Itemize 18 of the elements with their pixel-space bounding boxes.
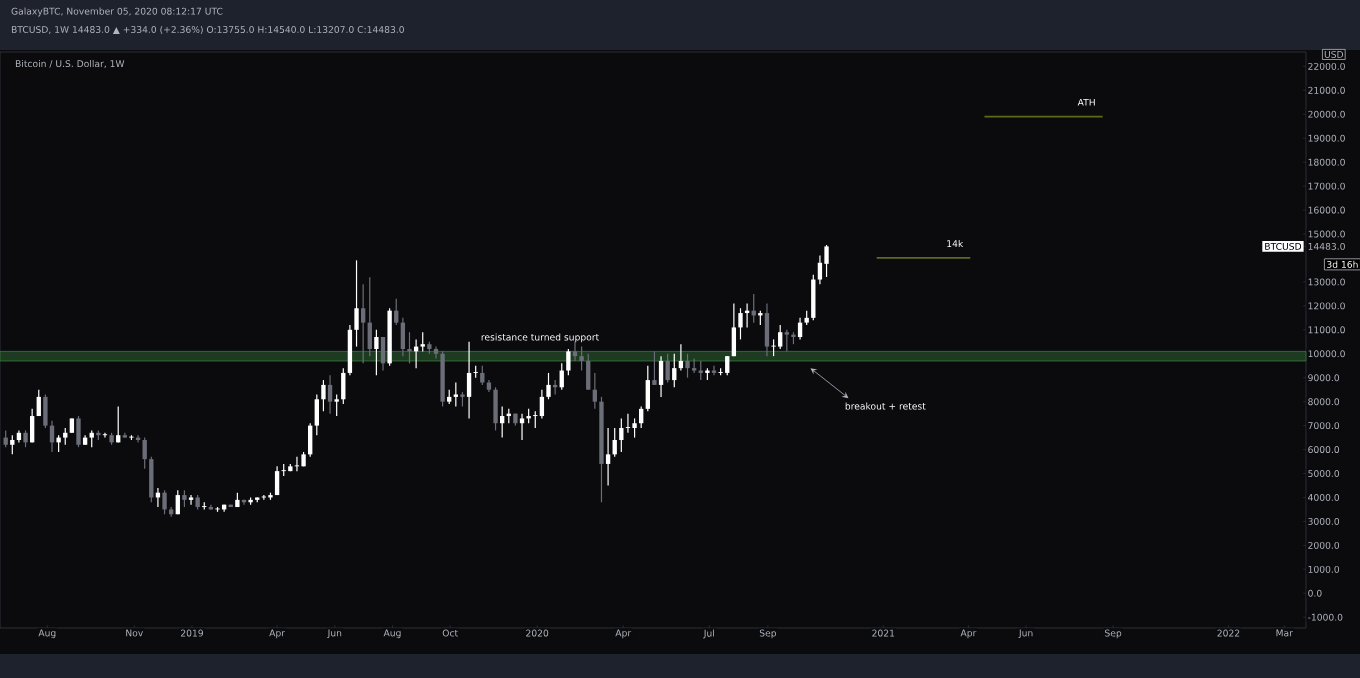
candlestick: [579, 345, 584, 372]
candlestick: [76, 415, 81, 448]
candlestick: [619, 417, 624, 453]
candlestick: [566, 348, 571, 376]
candlestick: [665, 353, 670, 384]
candlestick: [824, 244, 829, 278]
candlestick: [453, 381, 459, 408]
candlestick: [387, 307, 392, 367]
candlestick: [440, 350, 445, 408]
candlestick: [784, 329, 789, 352]
candlestick: [493, 386, 498, 432]
candlestick: [632, 417, 637, 439]
candlestick: [685, 353, 690, 379]
candlestick: [599, 396, 604, 503]
candlestick: [334, 393, 339, 417]
candlestick: [374, 329, 379, 376]
candlestick: [652, 350, 657, 386]
candlestick: [420, 331, 425, 352]
